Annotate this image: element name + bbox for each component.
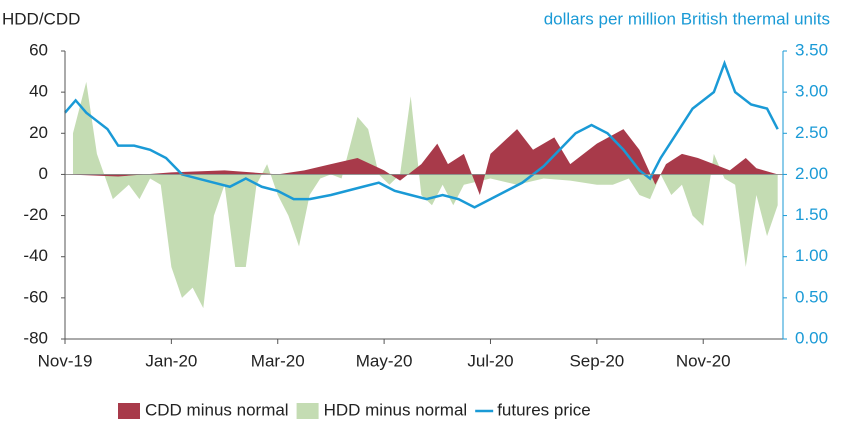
legend-swatch: [118, 403, 140, 419]
y-tick-label: -20: [23, 205, 48, 224]
x-tick-label: Jul-20: [467, 351, 513, 370]
y-tick-label: 0: [39, 164, 48, 183]
y2-tick-label: 3.50: [795, 40, 828, 59]
y2-tick-label: 0.00: [795, 328, 828, 347]
y-tick-label: 20: [29, 123, 48, 142]
line: [64, 59, 779, 209]
x-tick-label: Mar-20: [251, 351, 305, 370]
y-tick-label: 40: [29, 82, 48, 101]
y-tick-label: -40: [23, 246, 48, 265]
x-tick-label: Sep-20: [569, 351, 624, 370]
legend-swatch: [296, 403, 319, 419]
x-tick-label: Jan-20: [145, 351, 197, 370]
y2-tick-label: 3.00: [795, 82, 828, 101]
y2-tick-label: 0.50: [795, 287, 828, 306]
y2-tick-label: 1.50: [795, 205, 828, 224]
x-tick-label: Nov-19: [38, 351, 93, 370]
y2-tick-label: 2.50: [795, 123, 828, 142]
x-tick-label: May-20: [356, 351, 413, 370]
area: [72, 81, 778, 309]
y-axis-title: HDD/CDD: [2, 9, 80, 28]
legend-label: futures price: [497, 400, 591, 419]
y2-tick-label: 2.00: [795, 164, 828, 183]
x-tick-label: Nov-20: [676, 351, 731, 370]
y2-axis-title: dollars per million British thermal unit…: [544, 9, 830, 28]
y-tick-label: -80: [23, 328, 48, 347]
y2-tick-label: 1.00: [795, 246, 828, 265]
y-tick-label: 60: [29, 40, 48, 59]
y-tick-label: -60: [23, 287, 48, 306]
legend-label: HDD minus normal: [324, 400, 468, 419]
area: [65, 129, 778, 195]
legend-label: CDD minus normal: [145, 400, 289, 419]
